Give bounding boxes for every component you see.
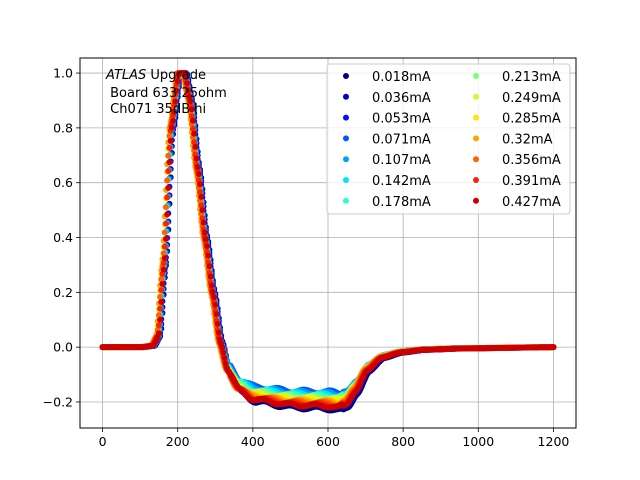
data-point xyxy=(155,312,162,319)
data-point xyxy=(165,168,172,175)
data-point xyxy=(197,189,204,196)
data-points xyxy=(99,70,557,414)
data-point xyxy=(157,305,164,312)
data-point xyxy=(162,204,169,211)
data-point xyxy=(158,287,165,294)
data-point xyxy=(161,243,168,250)
data-point xyxy=(166,133,173,140)
data-point xyxy=(160,250,167,257)
data-point xyxy=(161,229,168,236)
data-point xyxy=(164,177,171,184)
data-point xyxy=(191,139,198,146)
data-point xyxy=(160,260,167,267)
data-point xyxy=(162,220,169,227)
data-point xyxy=(165,152,172,159)
data-point xyxy=(158,276,165,283)
data-point xyxy=(164,194,171,201)
data-point xyxy=(198,202,205,209)
data-point xyxy=(155,322,162,329)
data-point xyxy=(159,271,166,278)
data-point xyxy=(157,293,164,300)
data-point xyxy=(189,125,196,132)
data-point xyxy=(166,144,173,151)
